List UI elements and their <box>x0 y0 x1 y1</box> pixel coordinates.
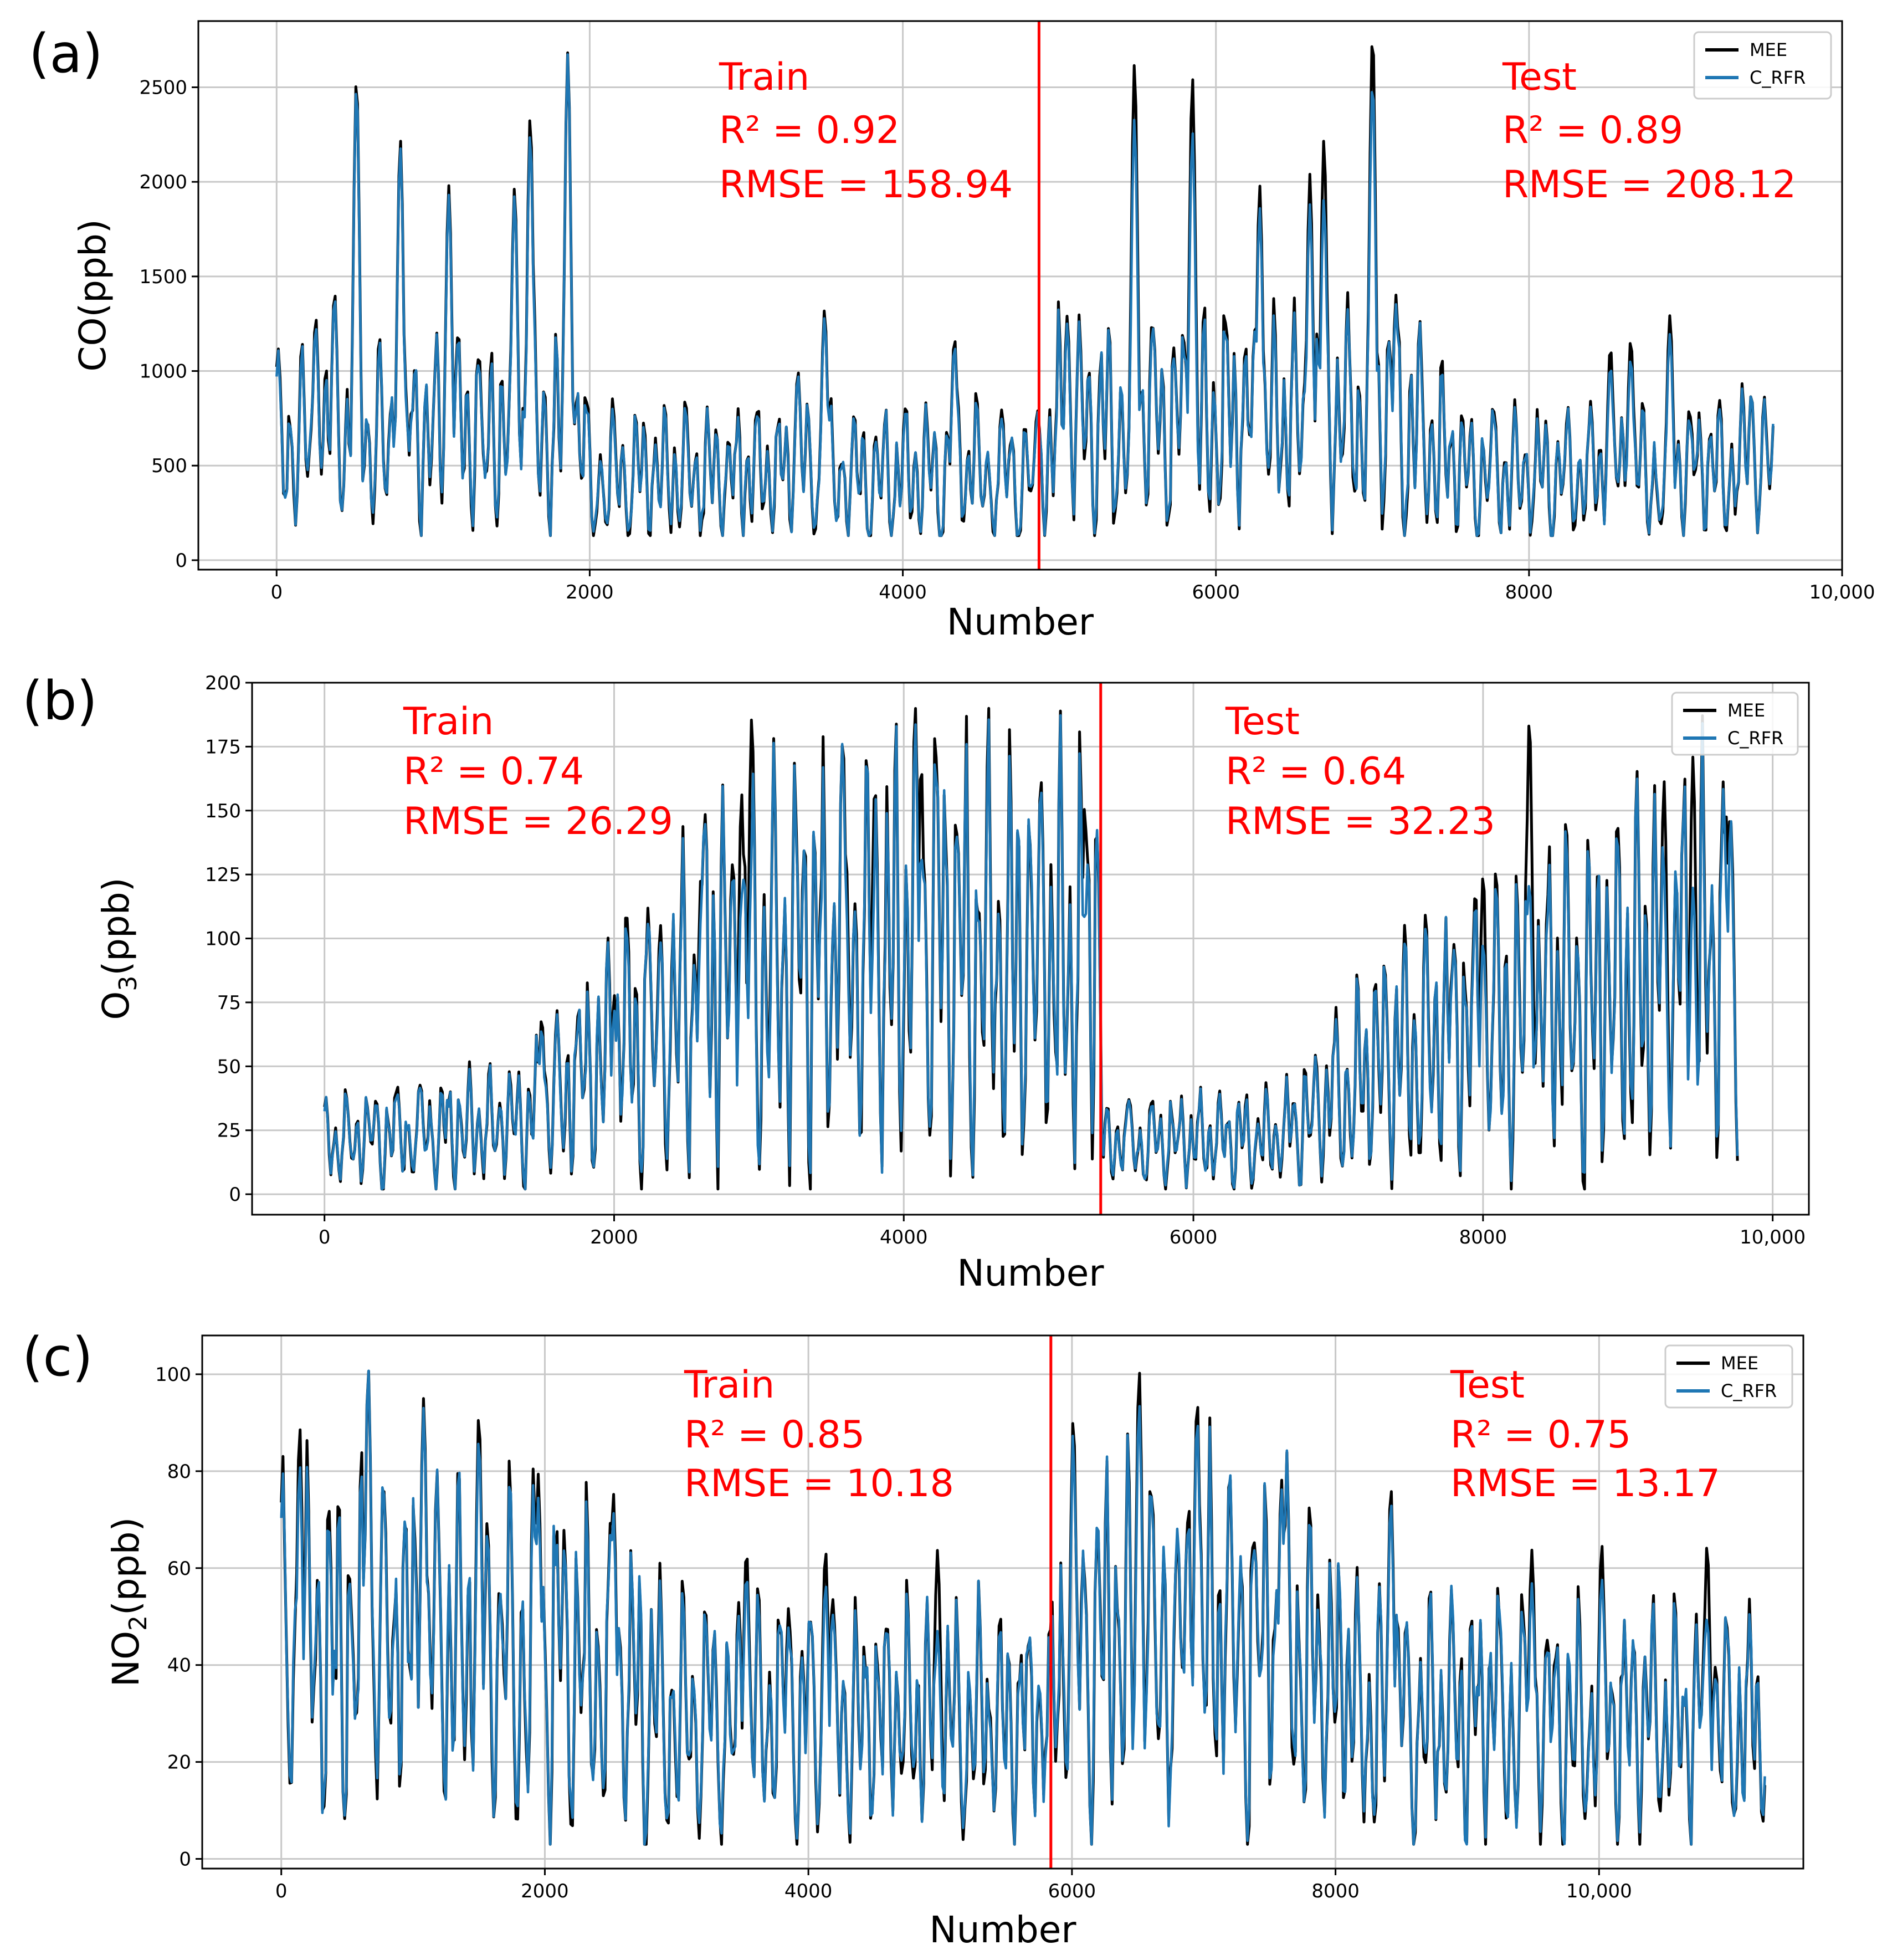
x-tick-label: 4000 <box>879 581 927 603</box>
y-tick-label: 500 <box>151 455 187 477</box>
y-tick-label: 50 <box>217 1056 241 1078</box>
legend-label-mee: MEE <box>1727 700 1765 721</box>
y-axis-title: NO2(ppb) <box>105 1517 152 1687</box>
panel-label: (a) <box>29 23 103 85</box>
x-tick-label: 0 <box>270 581 283 603</box>
x-tick-label: 6000 <box>1048 1880 1096 1902</box>
test-title-annotation: Test <box>1225 700 1300 744</box>
x-tick-label: 4000 <box>784 1880 833 1902</box>
y-tick-label: 75 <box>217 992 241 1014</box>
train-rmse-annotation: RMSE = 10.18 <box>684 1462 954 1506</box>
y-tick-label: 175 <box>205 736 241 758</box>
x-tick-label: 6000 <box>1170 1226 1218 1248</box>
train-rmse-annotation: RMSE = 158.94 <box>719 163 1013 207</box>
x-tick-label: 10,000 <box>1809 581 1875 603</box>
plot-frame <box>197 20 1843 571</box>
train-r2-annotation: R² = 0.74 <box>403 750 584 794</box>
series-line-c-rfr <box>275 53 1775 537</box>
y-axis-title: O3(ppb) <box>95 877 142 1020</box>
y-tick-label: 0 <box>229 1184 241 1206</box>
x-tick-label: 4000 <box>880 1226 928 1248</box>
y-tick-label: 100 <box>155 1364 191 1386</box>
test-rmse-annotation: RMSE = 13.17 <box>1450 1462 1720 1506</box>
x-axis-title: Number <box>929 1908 1076 1951</box>
panel-c: 0 2000 4000 6000 8000 10,000 0 20 40 60 80 100 (c) Nu… <box>22 1326 1804 1951</box>
y-tick-label: 40 <box>167 1655 191 1677</box>
y-tick-label: 200 <box>205 672 241 694</box>
test-r2-annotation: R² = 0.75 <box>1450 1413 1631 1457</box>
test-r2-annotation: R² = 0.89 <box>1502 109 1683 152</box>
panel-label: (b) <box>22 670 98 732</box>
y-axis-title: CO(ppb) <box>71 219 114 371</box>
train-title-annotation: Train <box>684 1363 775 1407</box>
x-tick-label: 6000 <box>1192 581 1240 603</box>
test-r2-annotation: R² = 0.64 <box>1225 750 1406 794</box>
plot-frame <box>251 682 1810 1216</box>
y-tick-label: 100 <box>205 928 241 950</box>
plot-frame <box>201 1334 1804 1870</box>
x-tick-label: 8000 <box>1311 1880 1360 1902</box>
panel-b: 0 2000 4000 6000 8000 10,000 0 25 50 75 100 125 150 1… <box>22 670 1810 1294</box>
y-tick-label: 1000 <box>139 361 187 383</box>
y-tick-label: 1500 <box>139 266 187 288</box>
x-tick-label: 10,000 <box>1740 1226 1806 1248</box>
x-tick-label: 2000 <box>590 1226 638 1248</box>
x-tick-label: 10,000 <box>1566 1880 1632 1902</box>
train-r2-annotation: R² = 0.85 <box>684 1413 865 1457</box>
y-tick-label: 2500 <box>139 76 187 99</box>
y-tick-label: 20 <box>167 1752 191 1774</box>
x-axis-title: Number <box>957 1252 1104 1294</box>
train-r2-annotation: R² = 0.92 <box>719 109 900 152</box>
series-line-c-rfr <box>280 1369 1766 1846</box>
train-rmse-annotation: RMSE = 26.29 <box>403 800 673 843</box>
y-tick-label: 0 <box>175 550 187 572</box>
x-tick-label: 2000 <box>566 581 614 603</box>
panel-label: (c) <box>22 1326 93 1388</box>
x-tick-label: 0 <box>319 1226 331 1248</box>
legend-label-mee: MEE <box>1750 39 1787 60</box>
legend-label-c-rfr: C_RFR <box>1750 67 1806 88</box>
y-tick-label: 25 <box>217 1120 241 1142</box>
test-rmse-annotation: RMSE = 208.12 <box>1502 163 1796 207</box>
test-title-annotation: Test <box>1502 55 1577 99</box>
x-tick-label: 8000 <box>1505 581 1553 603</box>
x-tick-label: 0 <box>275 1880 288 1902</box>
series-line-c-rfr <box>323 714 1739 1191</box>
panel-a: 0 2000 4000 6000 8000 10,000 0 500 1000 1500 2000 2… <box>29 20 1875 643</box>
x-tick-label: 2000 <box>521 1880 569 1902</box>
y-tick-label: 150 <box>205 800 241 822</box>
y-tick-label: 125 <box>205 864 241 886</box>
train-title-annotation: Train <box>403 700 494 744</box>
train-title-annotation: Train <box>719 55 809 99</box>
y-tick-label: 80 <box>167 1461 191 1483</box>
x-axis-title: Number <box>947 601 1094 643</box>
x-tick-label: 8000 <box>1459 1226 1507 1248</box>
y-tick-label: 60 <box>167 1558 191 1580</box>
legend-label-mee: MEE <box>1721 1353 1758 1374</box>
legend-label-c-rfr: C_RFR <box>1721 1380 1777 1401</box>
legend-label-c-rfr: C_RFR <box>1727 728 1783 749</box>
test-title-annotation: Test <box>1450 1363 1525 1407</box>
y-tick-label: 2000 <box>139 171 187 193</box>
y-tick-label: 0 <box>179 1849 191 1871</box>
test-rmse-annotation: RMSE = 32.23 <box>1225 800 1495 843</box>
